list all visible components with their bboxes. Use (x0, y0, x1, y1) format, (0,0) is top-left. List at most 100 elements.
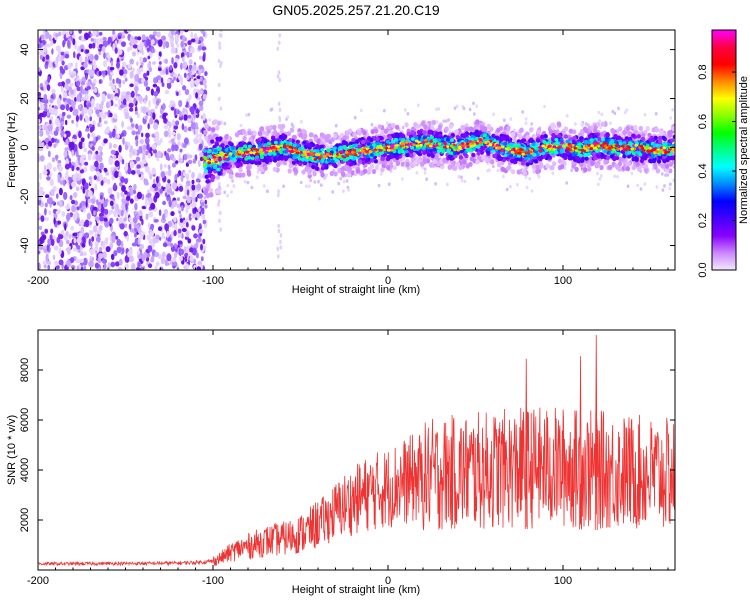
heatmap-cell (47, 140, 53, 147)
heatmap-cell (164, 171, 169, 176)
heatmap-cell (428, 129, 433, 134)
heatmap-cell (170, 211, 175, 217)
heatmap-cell (45, 54, 50, 60)
heatmap-cell (468, 107, 472, 112)
heatmap-cell (88, 31, 92, 39)
heatmap-cell (137, 36, 142, 41)
heatmap-cell (117, 49, 123, 55)
heatmap-cell (387, 135, 393, 140)
heatmap-cell (88, 221, 93, 226)
heatmap-cell (655, 185, 659, 189)
heatmap-cell (148, 263, 153, 269)
heatmap-cell (448, 123, 454, 129)
heatmap-cell (394, 124, 400, 130)
heatmap-cell (160, 256, 166, 265)
heatmap-cell (146, 234, 152, 241)
heatmap-cell (182, 220, 187, 224)
heatmap-cell (154, 251, 160, 257)
heatmap-cell (93, 175, 98, 181)
heatmap-cell (51, 88, 56, 94)
heatmap-cell (584, 122, 588, 126)
heatmap-cell (118, 98, 121, 106)
heatmap-cell (179, 218, 184, 223)
heatmap-cell (277, 228, 281, 234)
heatmap-cell (141, 150, 146, 156)
heatmap-cell (148, 211, 154, 218)
heatmap-cell (170, 191, 175, 196)
heatmap-cell (83, 147, 87, 153)
heatmap-cell (279, 155, 284, 161)
heatmap-cell (472, 112, 476, 116)
heatmap-cell (569, 156, 574, 161)
heatmap-cell (218, 41, 221, 46)
heatmap-cell (82, 257, 88, 266)
heatmap-cell (419, 161, 425, 167)
heatmap-cell (191, 184, 196, 191)
heatmap-cell (277, 254, 280, 259)
heatmap-cell (68, 69, 72, 77)
heatmap-cell (183, 171, 186, 177)
heatmap-cell (661, 188, 665, 192)
heatmap-cell (616, 175, 619, 179)
heatmap-cell (351, 138, 356, 143)
heatmap-cell (76, 94, 81, 102)
heatmap-cell (138, 95, 143, 102)
heatmap-cell (201, 212, 206, 220)
heatmap-cell (202, 54, 206, 62)
heatmap-cell (136, 61, 139, 66)
heatmap-cell (48, 210, 52, 216)
heatmap-cell (636, 134, 641, 139)
heatmap-cell (103, 240, 109, 245)
heatmap-cell (191, 197, 196, 201)
heatmap-cell (118, 258, 123, 266)
heatmap-cell (49, 178, 55, 187)
heatmap-cell (123, 230, 128, 237)
heatmap-cell (469, 156, 474, 162)
heatmap-cell (178, 89, 181, 96)
heatmap-cell (162, 200, 167, 206)
heatmap-cell (219, 227, 222, 232)
heatmap-cell (145, 137, 150, 145)
heatmap-cell (70, 265, 76, 270)
heatmap-cell (90, 132, 96, 138)
heatmap-cell (64, 53, 70, 59)
heatmap-cell (146, 39, 152, 46)
heatmap-cell (472, 131, 478, 136)
heatmap-cell (145, 213, 149, 220)
heatmap-cell (48, 105, 53, 114)
heatmap-cell (76, 86, 81, 92)
heatmap-cell (79, 165, 82, 171)
heatmap-cell (121, 159, 125, 165)
heatmap-cell (49, 119, 52, 125)
heatmap-cell (156, 140, 162, 146)
heatmap-cell (114, 47, 118, 54)
heatmap-cell (103, 139, 108, 144)
heatmap-cell (182, 195, 187, 200)
heatmap-cell (156, 157, 160, 162)
heatmap-cell (164, 259, 168, 266)
heatmap-cell (108, 157, 114, 165)
heatmap-cell (492, 164, 495, 169)
heatmap-cell (241, 172, 246, 178)
heatmap-cell (53, 143, 57, 149)
heatmap-cell (72, 38, 76, 46)
heatmap-cell (56, 97, 61, 106)
heatmap-cell (193, 138, 197, 145)
heatmap-cell (472, 101, 475, 106)
heatmap-cell (134, 110, 139, 115)
heatmap-cell (347, 188, 350, 192)
heatmap-cell (277, 70, 281, 75)
heatmap-cell (67, 247, 71, 255)
heatmap-cell (38, 262, 41, 270)
heatmap-cell (143, 158, 147, 165)
heatmap-cell (587, 133, 593, 139)
heatmap-cell (147, 62, 152, 69)
heatmap-cell (153, 178, 156, 185)
heatmap-cell (176, 43, 180, 48)
heatmap-cell (145, 94, 148, 102)
heatmap-cell (643, 182, 647, 186)
heatmap-cell (530, 122, 534, 126)
heatmap-cell (73, 51, 76, 59)
heatmap-cell (104, 111, 108, 116)
heatmap-cell (590, 160, 595, 166)
